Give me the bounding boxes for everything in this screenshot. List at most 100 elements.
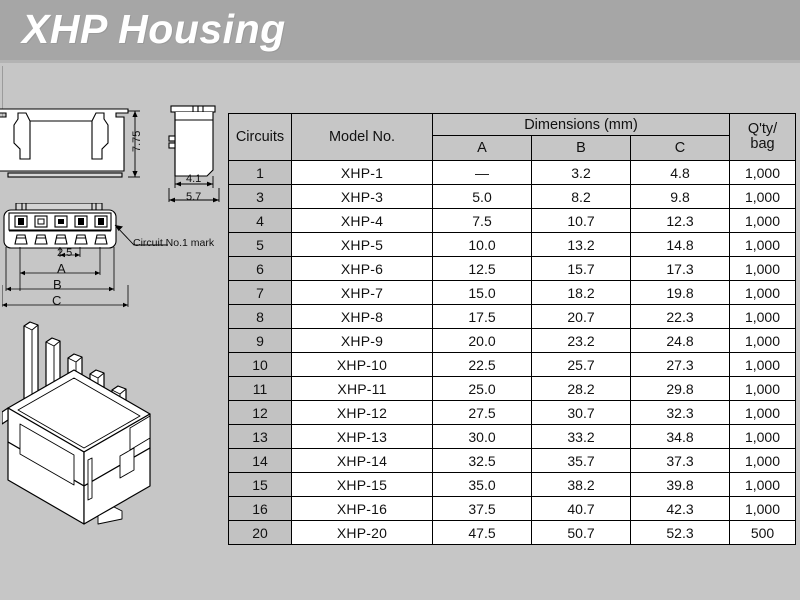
cell-circuits: 15: [228, 472, 292, 497]
cell-dim-c: 17.3: [630, 256, 730, 281]
cell-qty: 1,000: [729, 256, 796, 281]
cell-qty: 1,000: [729, 496, 796, 521]
cell-dim-a: 25.0: [432, 376, 532, 401]
dim-7-75-label: 7.75: [131, 130, 143, 152]
cell-dim-b: 50.7: [531, 520, 631, 545]
cell-qty: 1,000: [729, 208, 796, 233]
cell-model-no: XHP-20: [291, 520, 433, 545]
cell-circuits: 16: [228, 496, 292, 521]
cell-dim-a: 32.5: [432, 448, 532, 473]
table-header-row-2: A B C: [229, 135, 796, 161]
cell-model-no: XHP-14: [291, 448, 433, 473]
cell-dim-b: 38.2: [531, 472, 631, 497]
cell-dim-b: 25.7: [531, 352, 631, 377]
cell-qty: 1,000: [729, 232, 796, 257]
cell-model-no: XHP-5: [291, 232, 433, 257]
cell-dim-b: 10.7: [531, 208, 631, 233]
cell-dim-a: 7.5: [432, 208, 532, 233]
side-view-outer-dim: [168, 188, 220, 203]
dim-a-label: A: [57, 261, 66, 276]
table-row: 9 XHP-9 20.0 23.2 24.8 1,000: [228, 328, 796, 353]
table-row: 14 XHP-14 32.5 35.7 37.3 1,000: [228, 448, 796, 473]
cell-dim-b: 23.2: [531, 328, 631, 353]
cell-dim-a: 30.0: [432, 424, 532, 449]
cell-dim-a: 47.5: [432, 520, 532, 545]
cell-model-no: XHP-11: [291, 376, 433, 401]
cell-dim-b: 33.2: [531, 424, 631, 449]
table-row: 3 XHP-3 5.0 8.2 9.8 1,000: [228, 184, 796, 209]
cell-model-no: XHP-10: [291, 352, 433, 377]
cell-qty: 1,000: [729, 376, 796, 401]
cell-circuits: 13: [228, 424, 292, 449]
cell-dim-c: 12.3: [630, 208, 730, 233]
cell-dim-c: 34.8: [630, 424, 730, 449]
header-divider: [0, 60, 800, 63]
table-row: 6 XHP-6 12.5 15.7 17.3 1,000: [228, 256, 796, 281]
cell-model-no: XHP-16: [291, 496, 433, 521]
header-dim-a: A: [432, 135, 532, 161]
cell-circuits: 3: [228, 184, 292, 209]
cell-model-no: XHP-15: [291, 472, 433, 497]
cell-circuits: 10: [228, 352, 292, 377]
cell-dim-b: 20.7: [531, 304, 631, 329]
cell-dim-c: 42.3: [630, 496, 730, 521]
cell-dim-b: 40.7: [531, 496, 631, 521]
cell-dim-b: 35.7: [531, 448, 631, 473]
cell-qty: 1,000: [729, 160, 796, 185]
header-dim-b: B: [531, 135, 631, 161]
cell-circuits: 8: [228, 304, 292, 329]
cell-dim-a: 15.0: [432, 280, 532, 305]
cell-dim-a: 22.5: [432, 352, 532, 377]
cell-qty: 1,000: [729, 280, 796, 305]
cell-circuits: 9: [228, 328, 292, 353]
header-qty-line1: Q'ty/: [747, 120, 778, 137]
cell-qty: 1,000: [729, 448, 796, 473]
top-plan-view: [3, 203, 117, 249]
table-row: 20 XHP-20 47.5 50.7 52.3 500: [228, 520, 796, 545]
cell-dim-b: 15.7: [531, 256, 631, 281]
isometric-3d-view: [2, 321, 151, 525]
cell-model-no: XHP-8: [291, 304, 433, 329]
cell-dim-a: 12.5: [432, 256, 532, 281]
specifications-table-container: Circuits Model No. Dimensions (mm) Q'ty/…: [228, 112, 796, 545]
table-row: 12 XHP-12 27.5 30.7 32.3 1,000: [228, 400, 796, 425]
cell-model-no: XHP-7: [291, 280, 433, 305]
header-band: [0, 0, 800, 60]
top-view-dimension-lines: [2, 247, 129, 308]
table-row: 4 XHP-4 7.5 10.7 12.3 1,000: [228, 208, 796, 233]
table-row: 7 XHP-7 15.0 18.2 19.8 1,000: [228, 280, 796, 305]
cell-qty: 1,000: [729, 352, 796, 377]
cell-dim-c: 22.3: [630, 304, 730, 329]
cell-dim-b: 13.2: [531, 232, 631, 257]
cell-dim-b: 28.2: [531, 376, 631, 401]
cell-circuits: 14: [228, 448, 292, 473]
cell-dim-c: 14.8: [630, 232, 730, 257]
dim-5-7-label: 5.7: [186, 191, 202, 203]
table-row: 16 XHP-16 37.5 40.7 42.3 1,000: [228, 496, 796, 521]
cell-dim-c: 29.8: [630, 376, 730, 401]
cell-qty: 1,000: [729, 400, 796, 425]
table-header: Circuits Model No. Dimensions (mm) Q'ty/…: [228, 112, 796, 161]
cell-circuits: 4: [228, 208, 292, 233]
cell-dim-a: 27.5: [432, 400, 532, 425]
header-circuits: Circuits: [228, 113, 292, 161]
cell-dim-c: 19.8: [630, 280, 730, 305]
cell-qty: 1,000: [729, 424, 796, 449]
page-title: XHP Housing: [22, 6, 286, 52]
cell-qty: 1,000: [729, 304, 796, 329]
dim-2-5-label: 2.5: [57, 247, 73, 259]
cell-dim-b: 18.2: [531, 280, 631, 305]
circuit-no-1-mark-note: Circuit No.1 mark: [133, 237, 215, 249]
table-row: 8 XHP-8 17.5 20.7 22.3 1,000: [228, 304, 796, 329]
header-dim-c: C: [630, 135, 730, 161]
cell-dim-a: 20.0: [432, 328, 532, 353]
cell-model-no: XHP-13: [291, 424, 433, 449]
dim-c-label: C: [52, 293, 62, 308]
header-model-no: Model No.: [291, 113, 433, 161]
cell-dim-a: 35.0: [432, 472, 532, 497]
cell-model-no: XHP-6: [291, 256, 433, 281]
cell-dim-a: —: [432, 160, 532, 185]
cell-qty: 1,000: [729, 328, 796, 353]
cell-dim-c: 27.3: [630, 352, 730, 377]
cell-qty: 1,000: [729, 472, 796, 497]
